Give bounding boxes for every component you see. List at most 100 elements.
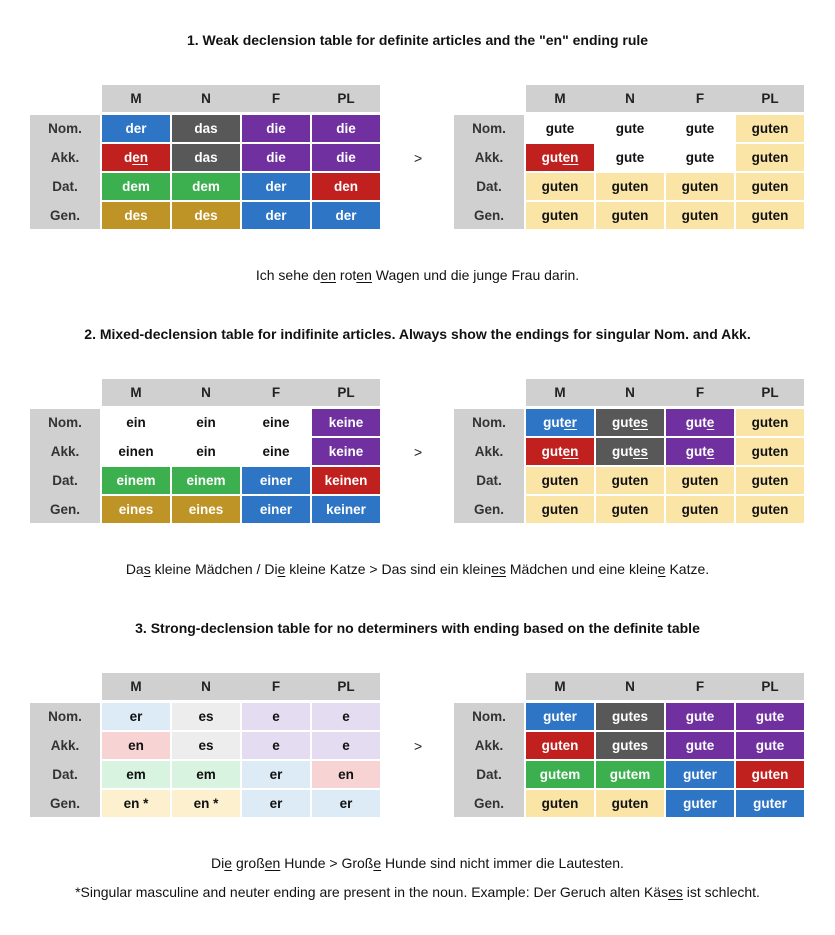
text-segment: ein xyxy=(126,415,146,430)
row-label: Dat. xyxy=(52,473,78,488)
declension-cell: der xyxy=(242,173,310,200)
text-segment: guten xyxy=(541,179,579,194)
underlined-ending: es xyxy=(491,561,506,577)
declension-cell: guten xyxy=(736,144,804,171)
section3-example-sentence: Die großen Hunde > Große Hunde sind nich… xyxy=(0,855,835,871)
row-label-band xyxy=(30,703,100,817)
section1-right-table: M N F PL Nom. Akk. Dat. Gen. gute gute gute guten gu… xyxy=(454,85,804,229)
text-segment: guten xyxy=(541,208,579,223)
text-segment: gute xyxy=(545,121,575,136)
text-segment: guten xyxy=(541,796,579,811)
text-segment: er xyxy=(339,796,353,811)
underlined-ending: en xyxy=(132,150,148,165)
section2-heading: 2. Mixed-declension table for indifinite… xyxy=(84,326,751,342)
text-segment: der xyxy=(265,179,287,194)
text-segment: einem xyxy=(116,473,156,488)
row-label: Nom. xyxy=(48,709,82,724)
declension-cell: er xyxy=(242,761,310,788)
header-band xyxy=(526,85,804,112)
text-segment: ein xyxy=(196,444,216,459)
declension-cell: guten xyxy=(526,732,594,759)
text-segment: dem xyxy=(192,179,220,194)
text-segment: en * xyxy=(123,796,149,811)
text-segment: der xyxy=(265,208,287,223)
text-segment: e xyxy=(272,709,280,724)
text-segment: guten xyxy=(611,502,649,517)
text-segment: guten xyxy=(611,473,649,488)
text-segment: er xyxy=(269,767,283,782)
text-segment: gut xyxy=(543,415,565,430)
column-header: M xyxy=(554,385,566,400)
declension-cell: e xyxy=(242,732,310,759)
text-segment: gute xyxy=(755,709,785,724)
text-segment: Wagen und die junge Frau darin. xyxy=(371,267,580,283)
text-segment: gutes xyxy=(611,709,648,724)
declension-cell: der xyxy=(242,202,310,229)
text-segment: guten xyxy=(751,767,789,782)
text-segment: das xyxy=(194,150,218,165)
text-segment: guten xyxy=(751,150,789,165)
row-label: Nom. xyxy=(472,415,506,430)
text-segment: die xyxy=(336,121,356,136)
text-segment: einer xyxy=(259,502,293,517)
section3-arrow: > xyxy=(414,738,423,754)
underlined-ending: en xyxy=(320,267,337,283)
declension-cell: guten xyxy=(666,467,734,494)
declension-cell: e xyxy=(242,703,310,730)
text-segment: guten xyxy=(541,738,579,753)
section1-arrow: > xyxy=(414,150,423,166)
row-label: Akk. xyxy=(50,444,80,459)
column-header: PL xyxy=(761,385,779,400)
underlined-ending: s xyxy=(143,561,151,577)
declension-cell: gute xyxy=(526,115,594,142)
underlined-ending: en xyxy=(264,855,281,871)
row-label: Nom. xyxy=(48,415,82,430)
declension-cell: gutes xyxy=(596,703,664,730)
row-label: Gen. xyxy=(49,208,80,223)
column-header: F xyxy=(695,679,705,694)
column-header: M xyxy=(554,91,566,106)
text-segment: die xyxy=(266,150,286,165)
text-segment: e xyxy=(272,738,280,753)
underlined-ending: en xyxy=(356,267,372,283)
text-segment: guten xyxy=(751,502,789,517)
text-segment: guten xyxy=(611,208,649,223)
text-segment: gutes xyxy=(611,738,648,753)
declension-cell: keine xyxy=(312,438,380,465)
text-segment: eines xyxy=(118,502,154,517)
declension-cell: eines xyxy=(172,496,240,523)
declension-cell: keine xyxy=(312,409,380,436)
header-band xyxy=(102,85,380,112)
row-label: Gen. xyxy=(473,208,504,223)
section2-arrow: > xyxy=(414,444,423,460)
text-segment: einen xyxy=(118,444,154,459)
text-segment: guten xyxy=(681,179,719,194)
text-segment: en xyxy=(128,738,144,753)
column-header: N xyxy=(201,91,211,106)
declension-cell: die xyxy=(312,144,380,171)
text-segment: guten xyxy=(751,444,789,459)
declension-cell: die xyxy=(242,115,310,142)
text-segment: gute xyxy=(685,738,715,753)
declension-cell: eines xyxy=(102,496,170,523)
declension-cell: guter xyxy=(666,761,734,788)
declension-cell: der xyxy=(312,202,380,229)
declension-cell: guten xyxy=(736,409,804,436)
declension-cell: guten xyxy=(666,202,734,229)
declension-cell: dem xyxy=(172,173,240,200)
declension-cell: guter xyxy=(736,790,804,817)
text-segment: guten xyxy=(681,502,719,517)
text-segment: en * xyxy=(193,796,219,811)
declension-cell: er xyxy=(242,790,310,817)
text-segment: gute xyxy=(615,150,645,165)
underlined-ending: e xyxy=(706,415,715,430)
text-segment: der xyxy=(335,208,357,223)
declension-cell: gute xyxy=(666,732,734,759)
text-segment: Di xyxy=(211,855,225,871)
text-segment: Hunde sind nicht immer die Lautesten. xyxy=(381,855,624,871)
text-segment: einer xyxy=(259,473,293,488)
row-label: Dat. xyxy=(476,767,502,782)
text-segment: gut xyxy=(611,444,633,459)
